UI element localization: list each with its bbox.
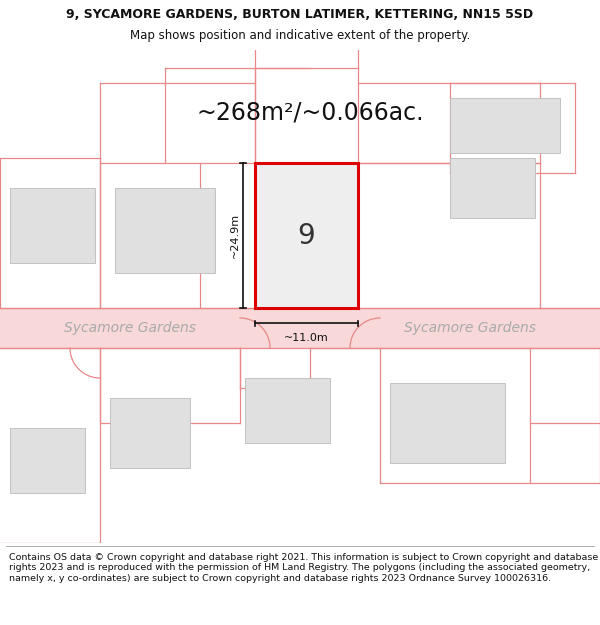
Bar [110,398,190,468]
Text: Sycamore Gardens: Sycamore Gardens [64,321,196,335]
Text: 9, SYCAMORE GARDENS, BURTON LATIMER, KETTERING, NN15 5SD: 9, SYCAMORE GARDENS, BURTON LATIMER, KET… [67,8,533,21]
Text: ~11.0m: ~11.0m [284,333,329,343]
Text: Contains OS data © Crown copyright and database right 2021. This information is : Contains OS data © Crown copyright and d… [9,553,598,582]
Bar [0,308,600,348]
Text: ~24.9m: ~24.9m [230,213,240,258]
Bar [115,188,215,273]
Bar [10,188,95,263]
Bar [255,163,358,308]
Text: Map shows position and indicative extent of the property.: Map shows position and indicative extent… [130,29,470,42]
Text: Sycamore Gardens: Sycamore Gardens [404,321,536,335]
Bar [450,98,560,153]
Bar [450,158,535,218]
Bar [10,428,85,493]
Bar [245,378,330,443]
Text: ~268m²/~0.066ac.: ~268m²/~0.066ac. [196,101,424,125]
Bar [390,383,505,463]
Text: 9: 9 [298,221,316,249]
